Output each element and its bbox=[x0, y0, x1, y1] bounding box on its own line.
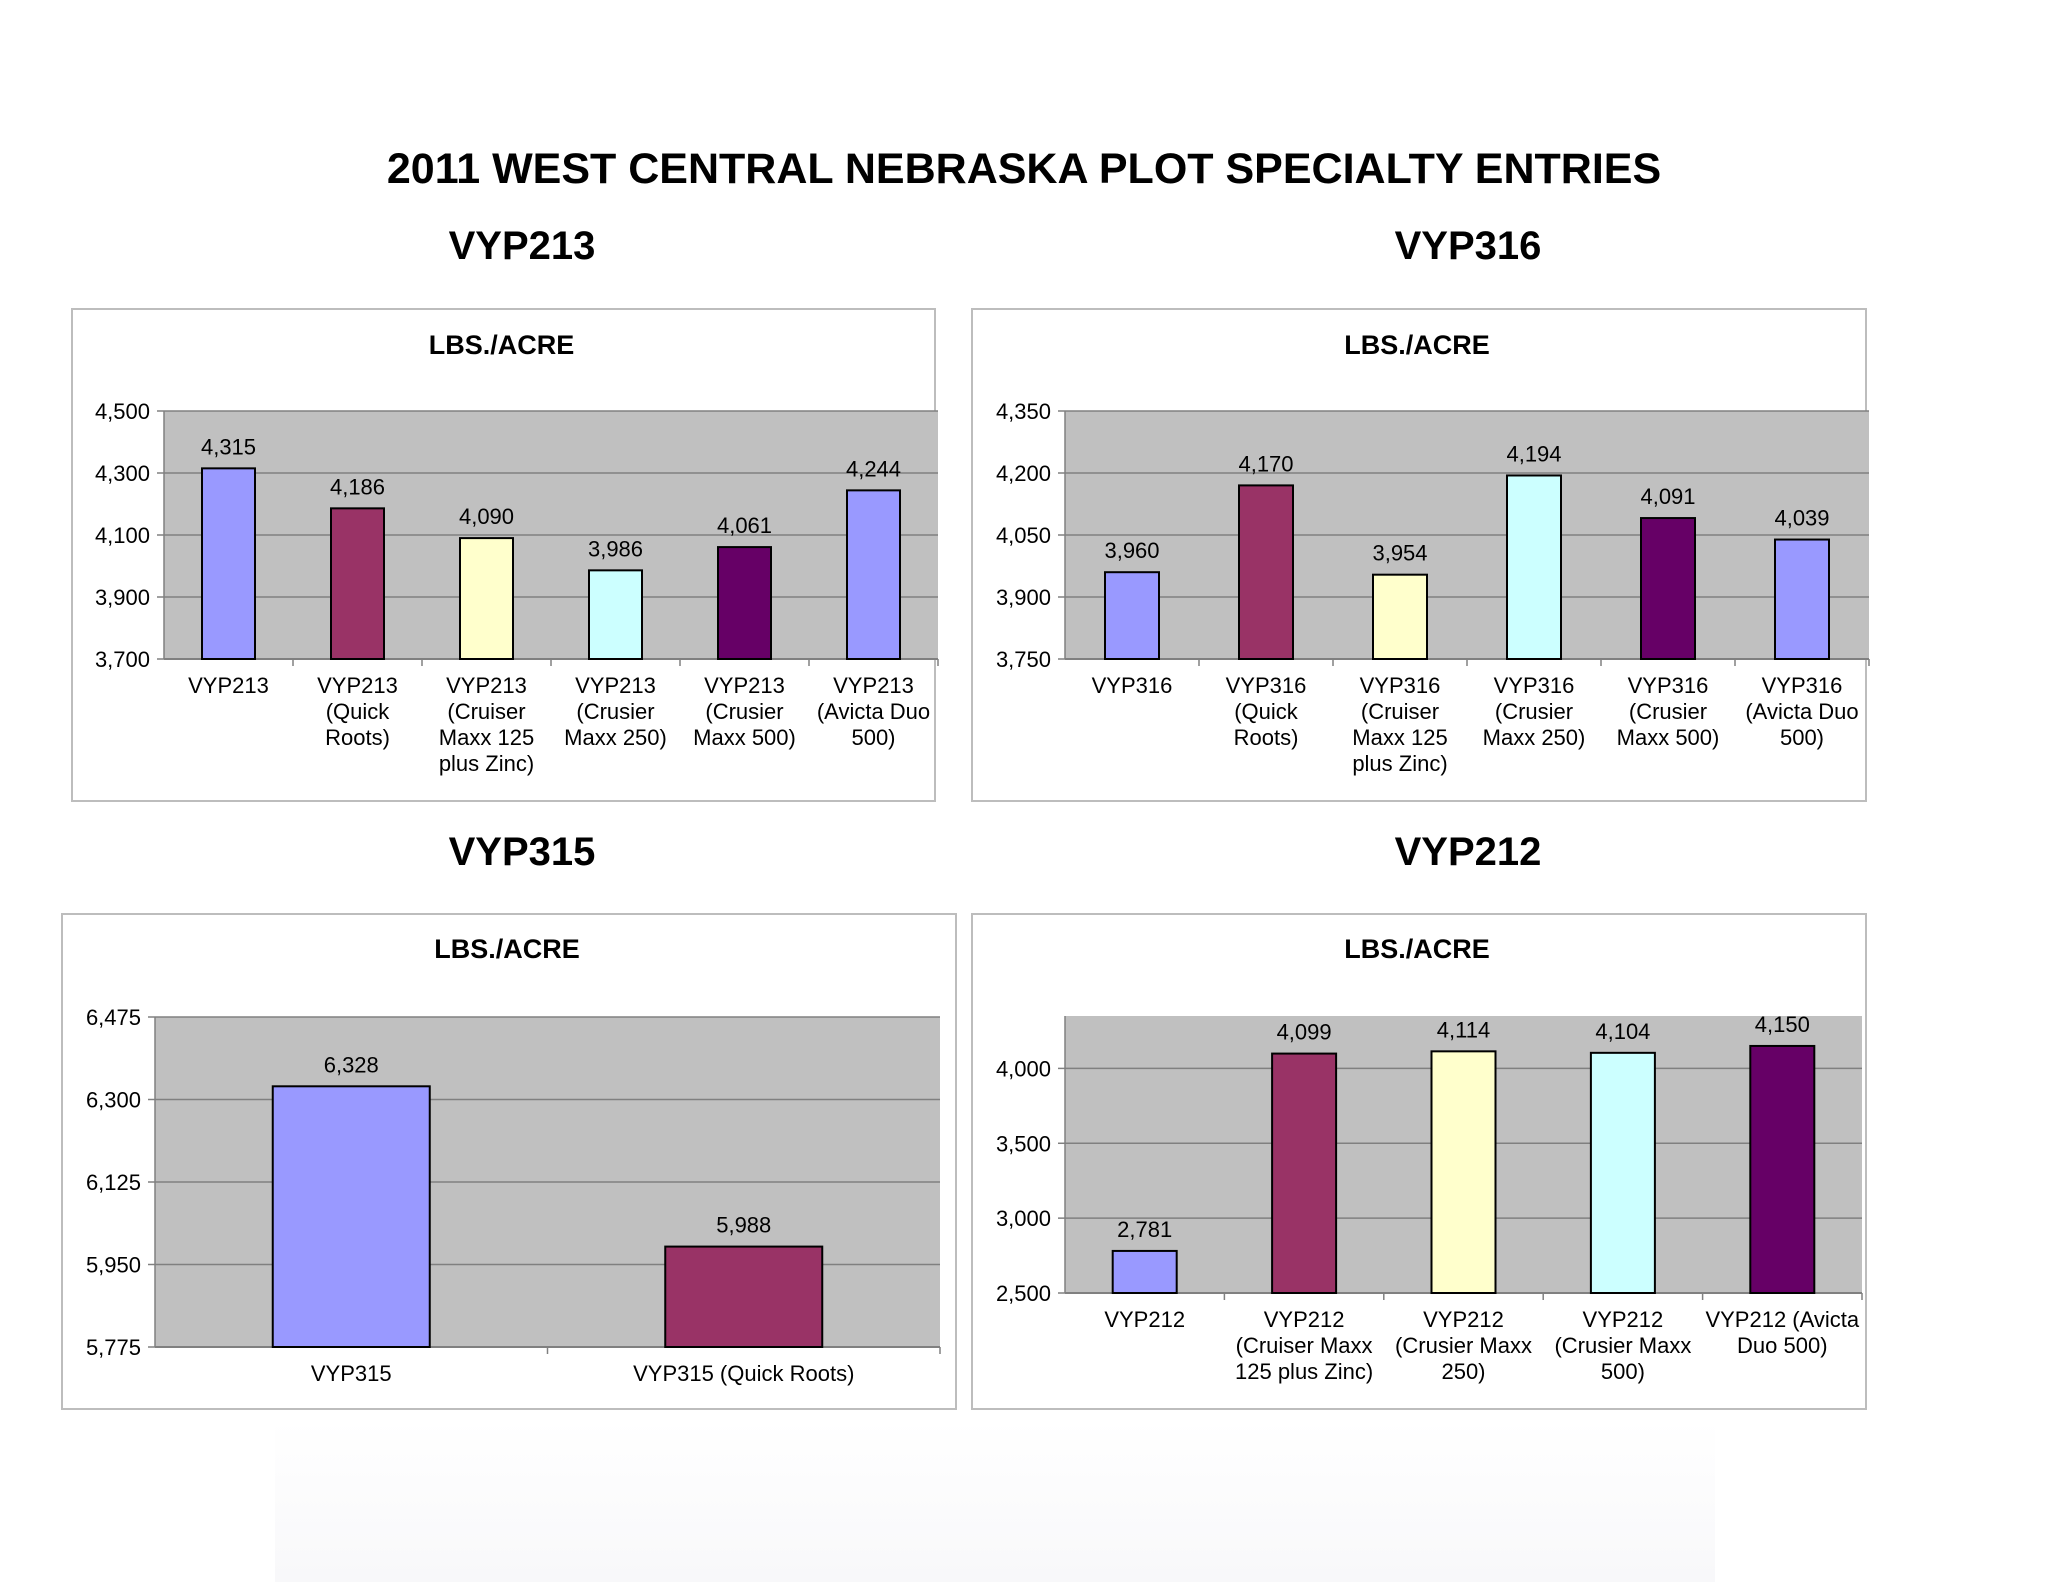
vyp316-bar-3 bbox=[1372, 573, 1428, 660]
chart-vyp315: LBS./ACRE 5,775 5,950 6,125 6,300 6,475 6,328 V… bbox=[61, 913, 957, 1410]
vyp213-value-label-5: 4,061 bbox=[717, 513, 772, 538]
vyp315-y-tick-label: 6,300 bbox=[86, 1088, 141, 1113]
vyp212-y-tick-label: 4,000 bbox=[996, 1056, 1051, 1081]
vyp315-value-label-2: 5,988 bbox=[716, 1213, 771, 1238]
vyp212-value-label-2: 4,099 bbox=[1277, 1020, 1332, 1045]
vyp315-y-tick-label: 6,475 bbox=[86, 1005, 141, 1030]
vyp212-category-label-1: VYP212 bbox=[1104, 1307, 1185, 1332]
vyp315-y-tick-label: 5,775 bbox=[86, 1335, 141, 1360]
chart-vyp213: LBS./ACRE 3,700 3,900 4,100 4,300 4,500 4,315 V… bbox=[71, 308, 939, 802]
vyp316-bar-1 bbox=[1104, 571, 1160, 661]
vyp213-bar-5 bbox=[717, 546, 772, 660]
page-title: 2011 WEST CENTRAL NEBRASKA PLOT SPECIALT… bbox=[386, 145, 1662, 193]
vyp315-svg: LBS./ACRE 5,775 5,950 6,125 6,300 6,475 6,328 V… bbox=[86, 934, 941, 1386]
vyp213-value-label-2: 4,186 bbox=[330, 474, 385, 499]
vyp213-y-tick-label: 3,900 bbox=[95, 585, 150, 610]
vyp316-value-label-1: 3,960 bbox=[1104, 538, 1159, 563]
section-title-vyp316: VYP316 bbox=[1394, 224, 1542, 268]
vyp212-y-tick-label: 3,500 bbox=[996, 1131, 1051, 1156]
vyp213-category-label-6: VYP213 (Avicta Duo 500) bbox=[817, 673, 930, 750]
vyp316-bar-6 bbox=[1774, 538, 1830, 660]
vyp213-y-tick-label: 4,300 bbox=[95, 461, 150, 486]
vyp315-category-label-2: VYP315 (Quick Roots) bbox=[633, 1361, 854, 1386]
vyp316-category-label-4: VYP316 (Crusier Maxx 250) bbox=[1483, 673, 1586, 750]
vyp213-bar-2 bbox=[330, 507, 385, 660]
vyp213-bar-4 bbox=[588, 569, 643, 660]
vyp316-value-label-4: 4,194 bbox=[1506, 441, 1561, 466]
vyp212-y-tick-label: 3,000 bbox=[996, 1206, 1051, 1231]
vyp316-category-label-3: VYP316 (Cruiser Maxx 125 plus Zinc) bbox=[1352, 673, 1447, 776]
vyp213-category-label-2: VYP213 (Quick Roots) bbox=[317, 673, 398, 750]
vyp316-y-tick-label: 4,200 bbox=[996, 461, 1051, 486]
vyp316-svg: LBS./ACRE 3,750 3,900 4,050 4,200 4,350 3,960 V… bbox=[996, 330, 1870, 776]
vyp212-value-label-3: 4,114 bbox=[1437, 1017, 1490, 1042]
vyp213-y-tick-label: 4,500 bbox=[95, 399, 150, 424]
vyp316-y-tick-label: 3,750 bbox=[996, 647, 1051, 672]
vyp212-bar-1 bbox=[1111, 1249, 1178, 1294]
vyp316-category-label-6: VYP316 (Avicta Duo 500) bbox=[1745, 673, 1858, 750]
vyp316-value-label-6: 4,039 bbox=[1774, 506, 1829, 531]
vyp213-category-label-3: VYP213 (Cruiser Maxx 125 plus Zinc) bbox=[439, 673, 534, 776]
section-title-vyp213: VYP213 bbox=[448, 224, 596, 268]
vyp315-category-label-1: VYP315 bbox=[311, 1361, 392, 1386]
section-title-vyp315: VYP315 bbox=[448, 830, 596, 874]
vyp213-category-label-1: VYP213 bbox=[188, 673, 269, 698]
vyp212-bar-2 bbox=[1271, 1052, 1338, 1294]
vyp316-chart-title: LBS./ACRE bbox=[1344, 330, 1490, 360]
page-bottom-shading bbox=[275, 1420, 1715, 1582]
vyp316-category-label-5: VYP316 (Crusier Maxx 500) bbox=[1617, 673, 1720, 750]
vyp315-bar-2 bbox=[664, 1245, 824, 1349]
vyp213-y-tick-label: 4,100 bbox=[95, 523, 150, 548]
vyp213-bar-3 bbox=[459, 537, 514, 661]
vyp316-y-tick-label: 4,350 bbox=[996, 399, 1051, 424]
chart-vyp212: LBS./ACRE 2,500 3,000 3,500 4,000 2,781 VYP212… bbox=[971, 913, 1867, 1410]
vyp212-chart-title: LBS./ACRE bbox=[1344, 934, 1490, 964]
vyp212-bar-3 bbox=[1430, 1050, 1497, 1294]
vyp316-value-label-5: 4,091 bbox=[1640, 484, 1695, 509]
vyp316-y-tick-label: 4,050 bbox=[996, 523, 1051, 548]
vyp315-value-label-1: 6,328 bbox=[324, 1052, 379, 1077]
vyp212-svg: LBS./ACRE 2,500 3,000 3,500 4,000 2,781 VYP212… bbox=[996, 934, 1863, 1384]
vyp316-value-label-3: 3,954 bbox=[1372, 541, 1427, 566]
vyp213-category-label-5: VYP213 (Crusier Maxx 500) bbox=[693, 673, 796, 750]
vyp213-bar-1 bbox=[201, 467, 256, 660]
vyp315-bar-1 bbox=[271, 1085, 431, 1349]
vyp212-bar-4 bbox=[1589, 1051, 1656, 1294]
chart-vyp316: LBS./ACRE 3,750 3,900 4,050 4,200 4,350 3,960 V… bbox=[971, 308, 1870, 802]
vyp212-category-label-4: VYP212 (Crusier Maxx 500) bbox=[1554, 1307, 1691, 1384]
vyp212-category-label-2: VYP212 (Cruiser Maxx 125 plus Zinc) bbox=[1235, 1307, 1373, 1384]
vyp213-y-tick-label: 3,700 bbox=[95, 647, 150, 672]
vyp315-chart-title: LBS./ACRE bbox=[434, 934, 580, 964]
vyp315-y-tick-label: 6,125 bbox=[86, 1170, 141, 1195]
vyp316-bar-2 bbox=[1238, 484, 1294, 660]
vyp212-bar-5 bbox=[1749, 1044, 1816, 1294]
vyp316-y-tick-label: 3,900 bbox=[996, 585, 1051, 610]
vyp316-bar-4 bbox=[1506, 474, 1562, 660]
vyp212-value-label-5: 4,150 bbox=[1755, 1012, 1810, 1037]
vyp213-value-label-3: 4,090 bbox=[459, 504, 514, 529]
vyp213-svg: LBS./ACRE 3,700 3,900 4,100 4,300 4,500 4,315 V… bbox=[95, 330, 939, 776]
section-title-vyp212: VYP212 bbox=[1394, 830, 1542, 874]
vyp213-chart-title: LBS./ACRE bbox=[429, 330, 575, 360]
vyp316-bar-5 bbox=[1640, 517, 1696, 660]
vyp212-value-label-4: 4,104 bbox=[1595, 1019, 1650, 1044]
vyp212-category-label-5: VYP212 (Avicta Duo 500) bbox=[1705, 1307, 1859, 1358]
vyp316-category-label-2: VYP316 (Quick Roots) bbox=[1226, 673, 1307, 750]
vyp212-value-label-1: 2,781 bbox=[1117, 1217, 1172, 1242]
vyp213-value-label-6: 4,244 bbox=[846, 456, 901, 481]
vyp316-value-label-2: 4,170 bbox=[1238, 451, 1293, 476]
vyp212-category-label-3: VYP212 (Crusier Maxx 250) bbox=[1395, 1307, 1532, 1384]
vyp213-value-label-4: 3,986 bbox=[588, 536, 643, 561]
vyp213-category-label-4: VYP213 (Crusier Maxx 250) bbox=[564, 673, 667, 750]
vyp213-bar-6 bbox=[846, 489, 901, 660]
vyp315-y-tick-label: 5,950 bbox=[86, 1253, 141, 1278]
vyp212-y-tick-label: 2,500 bbox=[996, 1281, 1051, 1306]
vyp213-value-label-1: 4,315 bbox=[201, 434, 256, 459]
vyp316-category-label-1: VYP316 bbox=[1092, 673, 1173, 698]
